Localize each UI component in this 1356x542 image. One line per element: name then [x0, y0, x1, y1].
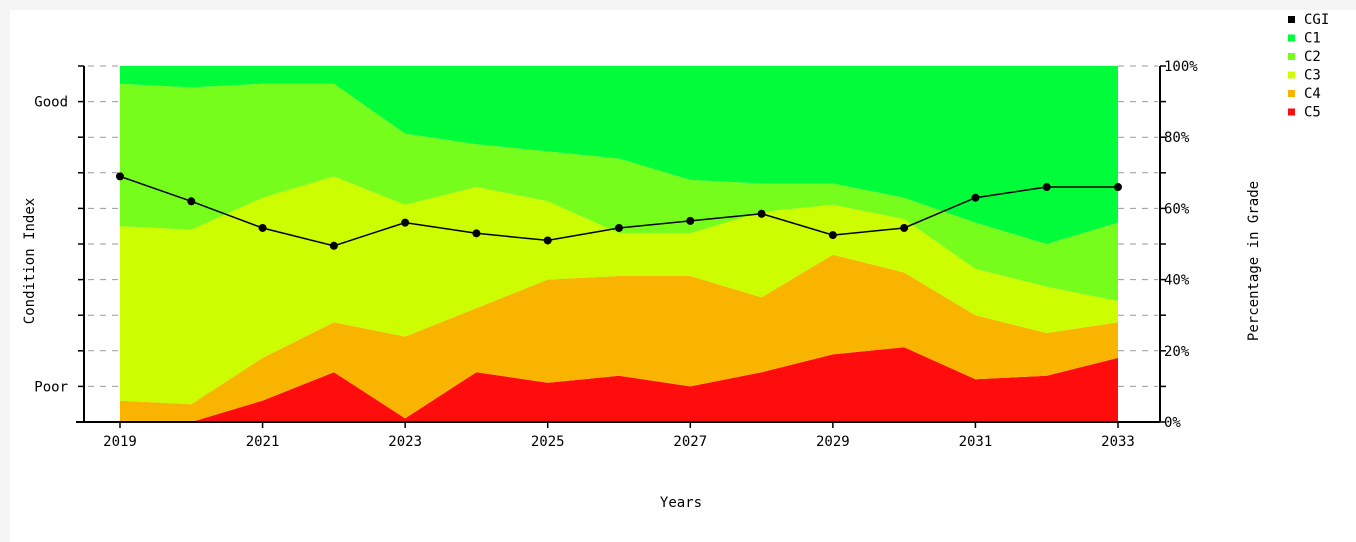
legend-swatch-c3 [1288, 71, 1295, 79]
legend-swatch-cgi [1288, 16, 1295, 23]
area-c2 [120, 83, 1118, 301]
cgi-point [686, 216, 695, 225]
legend-swatch-c4 [1288, 90, 1295, 97]
cgi-point [900, 223, 909, 232]
right-tick-label: 80% [1164, 130, 1190, 146]
right-tick-label: 40% [1164, 273, 1190, 289]
left-tick-label-good: Good [34, 95, 68, 111]
cgi-point [472, 229, 481, 238]
legend-swatch-c5 [1288, 108, 1295, 116]
x-tick-label: 2027 [673, 434, 707, 450]
legend-label-cgi: CGI [1304, 12, 1329, 28]
legend-label-c1: C1 [1304, 31, 1321, 47]
legend-label-c3: C3 [1304, 68, 1321, 84]
left-axis-ticks: Good Poor [34, 95, 68, 396]
area-c5 [120, 347, 1118, 422]
cgi-point [543, 236, 552, 245]
legend-swatch-c1 [1288, 34, 1295, 42]
cgi-point [615, 223, 623, 232]
cgi-point [757, 209, 766, 218]
x-tick-label: 2021 [246, 434, 280, 450]
right-tick-label: 0% [1164, 415, 1181, 431]
cgi-line-series [116, 172, 1122, 250]
area-c4 [120, 254, 1118, 422]
cgi-point [971, 193, 980, 202]
right-tick-label: 60% [1164, 201, 1190, 217]
x-tick-label: 2025 [531, 434, 565, 450]
x-tick-label: 2033 [1101, 434, 1135, 450]
area-c3 [120, 176, 1118, 405]
legend-label-c2: C2 [1304, 49, 1321, 65]
left-axis-title: Condition Index [22, 198, 38, 324]
x-axis-title: Years [660, 495, 702, 511]
grid-lines [88, 65, 1158, 423]
legend-label-c4: C4 [1304, 86, 1321, 102]
x-tick-label: 2029 [816, 434, 850, 450]
area-c1 [120, 66, 1118, 244]
right-axis-ticks: 0% 20% 40% 60% 80% 100% [1164, 59, 1198, 431]
stacked-areas [120, 66, 1118, 422]
right-axis-title: Percentage in Grade [1246, 181, 1262, 341]
cgi-point [329, 241, 338, 250]
cgi-point [116, 172, 124, 181]
legend-swatch-c2 [1288, 53, 1295, 60]
legend: CGI C1 C2 C3 C4 C5 [1288, 12, 1329, 121]
right-tick-label: 20% [1164, 344, 1190, 360]
x-tick-label: 2023 [388, 434, 422, 450]
cgi-point [1114, 183, 1122, 192]
cgi-point [828, 231, 837, 240]
cgi-point [187, 197, 196, 206]
cgi-point [1042, 183, 1051, 192]
x-tick-label: 2031 [959, 434, 993, 450]
cgi-point [258, 223, 267, 232]
x-axis-ticks: 2019 2021 2023 2025 2027 2029 2031 2033 [103, 422, 1135, 450]
cgi-point [401, 218, 410, 227]
left-tick-label-poor: Poor [34, 379, 68, 395]
x-tick-label: 2019 [103, 434, 137, 450]
right-tick-label: 100% [1164, 59, 1198, 75]
axes [76, 65, 1166, 423]
legend-label-c5: C5 [1304, 105, 1321, 121]
